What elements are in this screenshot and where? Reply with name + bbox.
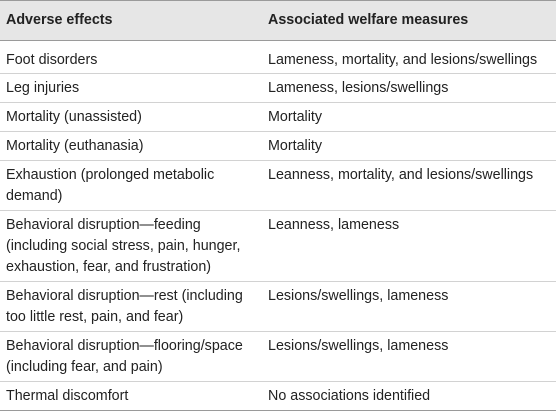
table-row: Behavioral disruption—feeding (including… (0, 210, 556, 282)
welfare-measure-cell: Mortality (260, 102, 556, 132)
welfare-measure-cell: Leanness, mortality, and lesions/swellin… (260, 160, 556, 211)
welfare-measure-cell: Mortality (260, 131, 556, 161)
adverse-effect-cell: Mortality (unassisted) (0, 102, 260, 132)
table-row: Leg injuries Lameness, lesions/swellings (0, 73, 556, 103)
table-body: Foot disorders Lameness, mortality, and … (0, 40, 556, 411)
welfare-measure-cell: Lameness, mortality, and lesions/swellin… (260, 40, 556, 74)
welfare-measure-cell: Lesions/swellings, lameness (260, 281, 556, 332)
adverse-effect-cell: Exhaustion (prolonged metabolic demand) (0, 160, 260, 211)
table-row: Behavioral disruption—rest (including to… (0, 281, 556, 332)
table-row: Foot disorders Lameness, mortality, and … (0, 40, 556, 74)
adverse-effect-cell: Thermal discomfort (0, 381, 260, 411)
table-row: Exhaustion (prolonged metabolic demand) … (0, 160, 556, 211)
header-adverse-effects: Adverse effects (0, 0, 260, 41)
adverse-effect-cell: Mortality (euthanasia) (0, 131, 260, 161)
welfare-measure-cell: Lesions/swellings, lameness (260, 331, 556, 382)
adverse-effect-cell: Behavioral disruption—rest (including to… (0, 281, 260, 332)
table-row: Thermal discomfort No associations ident… (0, 381, 556, 411)
table-header: Adverse effects Associated welfare measu… (0, 0, 556, 41)
adverse-effect-cell: Leg injuries (0, 73, 260, 103)
header-welfare-measures: Associated welfare measures (260, 0, 556, 41)
welfare-measure-cell: No associations identified (260, 381, 556, 411)
welfare-measure-cell: Lameness, lesions/swellings (260, 73, 556, 103)
adverse-effect-cell: Foot disorders (0, 40, 260, 74)
adverse-effect-cell: Behavioral disruption—flooring/space (in… (0, 331, 260, 382)
table-row: Behavioral disruption—flooring/space (in… (0, 331, 556, 382)
welfare-measure-cell: Leanness, lameness (260, 210, 556, 282)
table-row: Mortality (euthanasia) Mortality (0, 131, 556, 161)
adverse-effect-cell: Behavioral disruption—feeding (including… (0, 210, 260, 282)
table-row: Mortality (unassisted) Mortality (0, 102, 556, 132)
header-row: Adverse effects Associated welfare measu… (0, 0, 556, 41)
